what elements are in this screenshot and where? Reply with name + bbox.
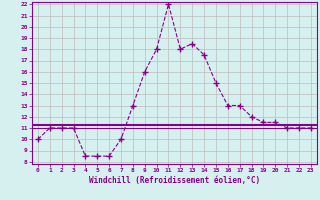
X-axis label: Windchill (Refroidissement éolien,°C): Windchill (Refroidissement éolien,°C) — [89, 176, 260, 185]
